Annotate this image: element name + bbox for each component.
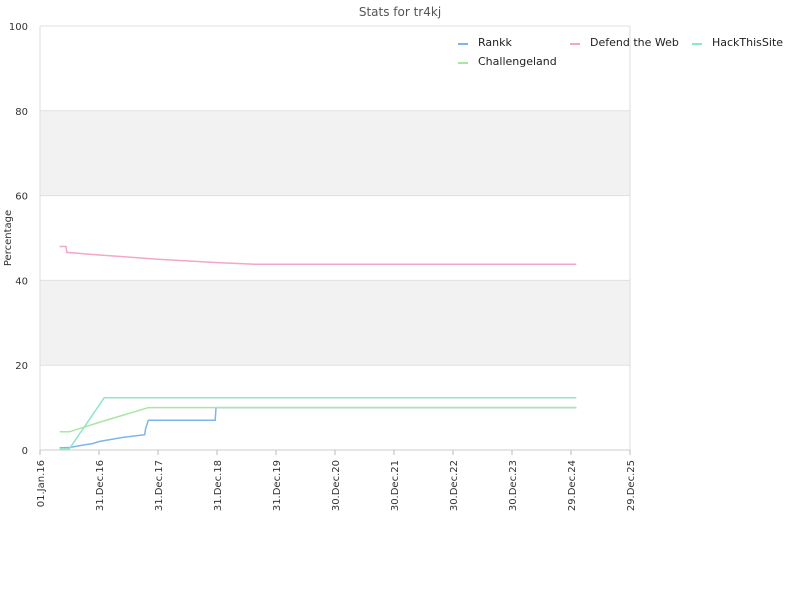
series-lines [59,245,577,450]
y-tick-label: 60 [15,192,28,203]
series-line-hackthissite [59,397,577,450]
x-tick-label: 30.Dec.21 [390,460,401,511]
legend-item-rankk[interactable]: Rankk [458,36,512,49]
legend-item-hackthissite[interactable]: HackThisSite [692,36,783,49]
plot-band [40,280,630,366]
y-tick-label: 40 [15,276,28,287]
x-tick-label: 29.Dec.25 [626,460,637,511]
legend-label: Challengeland [478,55,557,68]
plot-band [40,110,630,196]
x-tick-label: 31.Dec.16 [95,460,106,511]
x-tick-label: 31.Dec.18 [213,460,224,511]
series-line-defend-the-web [59,245,577,266]
x-tick-label: 29.Dec.24 [567,460,578,511]
x-tick-label: 30.Dec.20 [331,460,342,511]
legend-item-defend-the-web[interactable]: Defend the Web [570,36,679,49]
x-axis-ticks: 01.Jan.16 31.Dec.16 31.Dec.17 31.Dec.18 31.D… [36,450,637,511]
series-line-challengeland [59,406,577,433]
gridlines [39,25,631,451]
plot-bands [40,110,630,366]
y-tick-label: 0 [22,446,28,457]
legend-item-challengeland[interactable]: Challengeland [458,55,557,68]
legend-label: Defend the Web [590,36,679,49]
x-tick-label: 30.Dec.22 [449,460,460,511]
y-axis-label: Percentage [3,210,14,266]
legend-label: HackThisSite [712,36,783,49]
y-tick-label: 100 [9,22,28,33]
legend: Rankk Defend the Web HackThisSite Challenge… [458,36,783,68]
x-tick-label: 31.Dec.19 [272,460,283,511]
series-line-rankk [59,406,577,449]
y-tick-label: 20 [15,361,28,372]
x-tick-label: 30.Dec.23 [508,460,519,511]
legend-label: Rankk [478,36,512,49]
y-tick-label: 80 [15,107,28,118]
y-axis-ticks: 0 20 40 60 80 100 [9,22,28,457]
x-tick-label: 01.Jan.16 [36,460,47,507]
x-tick-label: 31.Dec.17 [154,460,165,511]
chart-title: Stats for tr4kj [359,5,441,19]
